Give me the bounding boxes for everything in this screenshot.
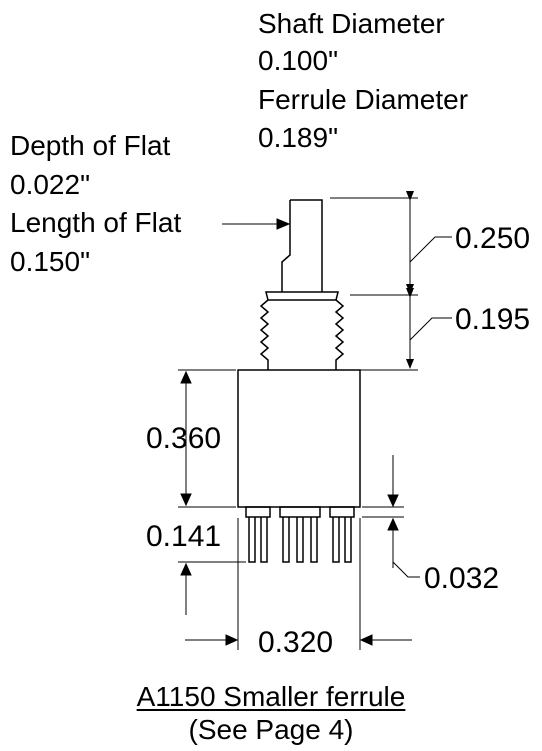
leader-thread [409, 317, 452, 341]
pin-base-2 [279, 506, 321, 518]
dim-body-height: 0.360 [146, 422, 222, 455]
shaft-diameter-label: Shaft Diameter [258, 8, 445, 39]
dim-body-width: 0.320 [258, 626, 334, 659]
arrow-width-left [225, 634, 239, 646]
ferrule-diameter-label: Ferrule Diameter [258, 84, 469, 115]
length-of-flat-value: 0.150" [10, 246, 91, 277]
switch-body [237, 369, 361, 508]
leader-standoff [392, 561, 420, 578]
ferrule-top [265, 291, 339, 301]
leader-shaft [409, 236, 452, 263]
pin-base-1 [245, 506, 271, 518]
thread-right [334, 299, 345, 370]
arrow-length-of-flat [276, 218, 291, 230]
arrow-body-top [180, 370, 192, 384]
dim-standoff: 0.032 [424, 562, 500, 595]
ferrule-diameter-value: 0.189" [258, 122, 339, 153]
arrow-width-right [359, 634, 373, 646]
depth-of-flat-label: Depth of Flat [10, 130, 171, 161]
dim-pin-length: 0.141 [146, 520, 222, 553]
caption-title: A1150 Smaller ferrule [136, 681, 406, 712]
thread-left [259, 299, 270, 370]
pins [248, 517, 352, 563]
depth-of-flat-value: 0.022" [10, 169, 91, 200]
dim-shaft-length: 0.250 [455, 222, 531, 255]
length-of-flat-label: Length of Flat [10, 207, 182, 238]
shaft-outline [281, 199, 323, 292]
arrow-body-bottom [180, 493, 192, 507]
arrow-pin [180, 562, 192, 576]
caption-subtitle: (See Page 4) [188, 714, 354, 745]
shaft-diameter-value: 0.100" [258, 45, 339, 76]
dim-thread-length: 0.195 [455, 303, 531, 336]
pin-base-3 [329, 506, 355, 518]
arrow-standoff-top [387, 494, 399, 508]
arrow-standoff-bottom [387, 517, 399, 531]
